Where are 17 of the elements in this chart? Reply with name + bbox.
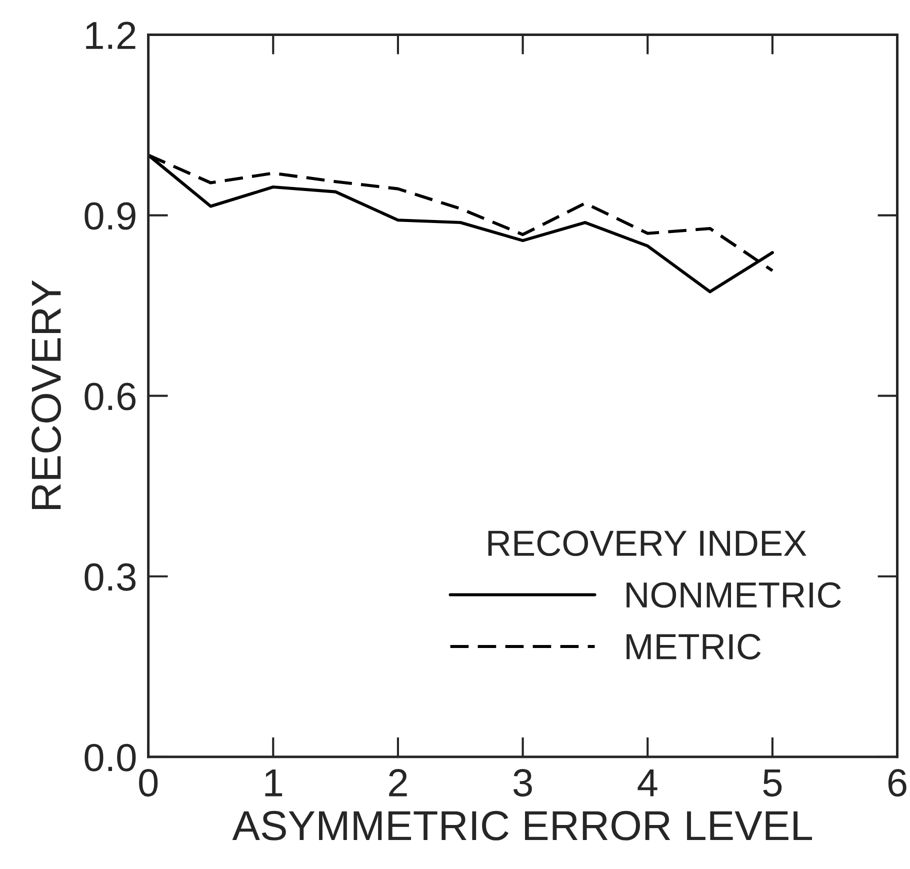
x-tick-label: 1 bbox=[265, 769, 282, 796]
y-tick-label: 0.9 bbox=[84, 202, 136, 230]
legend-title: RECOVERY INDEX bbox=[488, 530, 806, 556]
x-axis-title: ASYMMETRIC ERROR LEVEL bbox=[232, 810, 812, 840]
x-tick-label: 5 bbox=[763, 769, 782, 797]
x-tick-label: 2 bbox=[389, 769, 407, 796]
y-tick-label: 0.3 bbox=[84, 563, 136, 591]
y-tick-label: 0.0 bbox=[84, 744, 136, 772]
y-tick-label: 0.6 bbox=[84, 382, 136, 410]
x-tick-label: 0 bbox=[139, 769, 158, 797]
x-tick-label: 4 bbox=[638, 769, 658, 796]
legend-label: METRIC bbox=[626, 634, 761, 660]
legend-label: NONMETRIC bbox=[626, 582, 841, 608]
y-tick-label: 1.2 bbox=[86, 22, 136, 49]
y-axis-title: RECOVERY bbox=[32, 280, 62, 509]
x-tick-label: 3 bbox=[513, 769, 532, 797]
x-tick-label: 6 bbox=[888, 769, 906, 797]
